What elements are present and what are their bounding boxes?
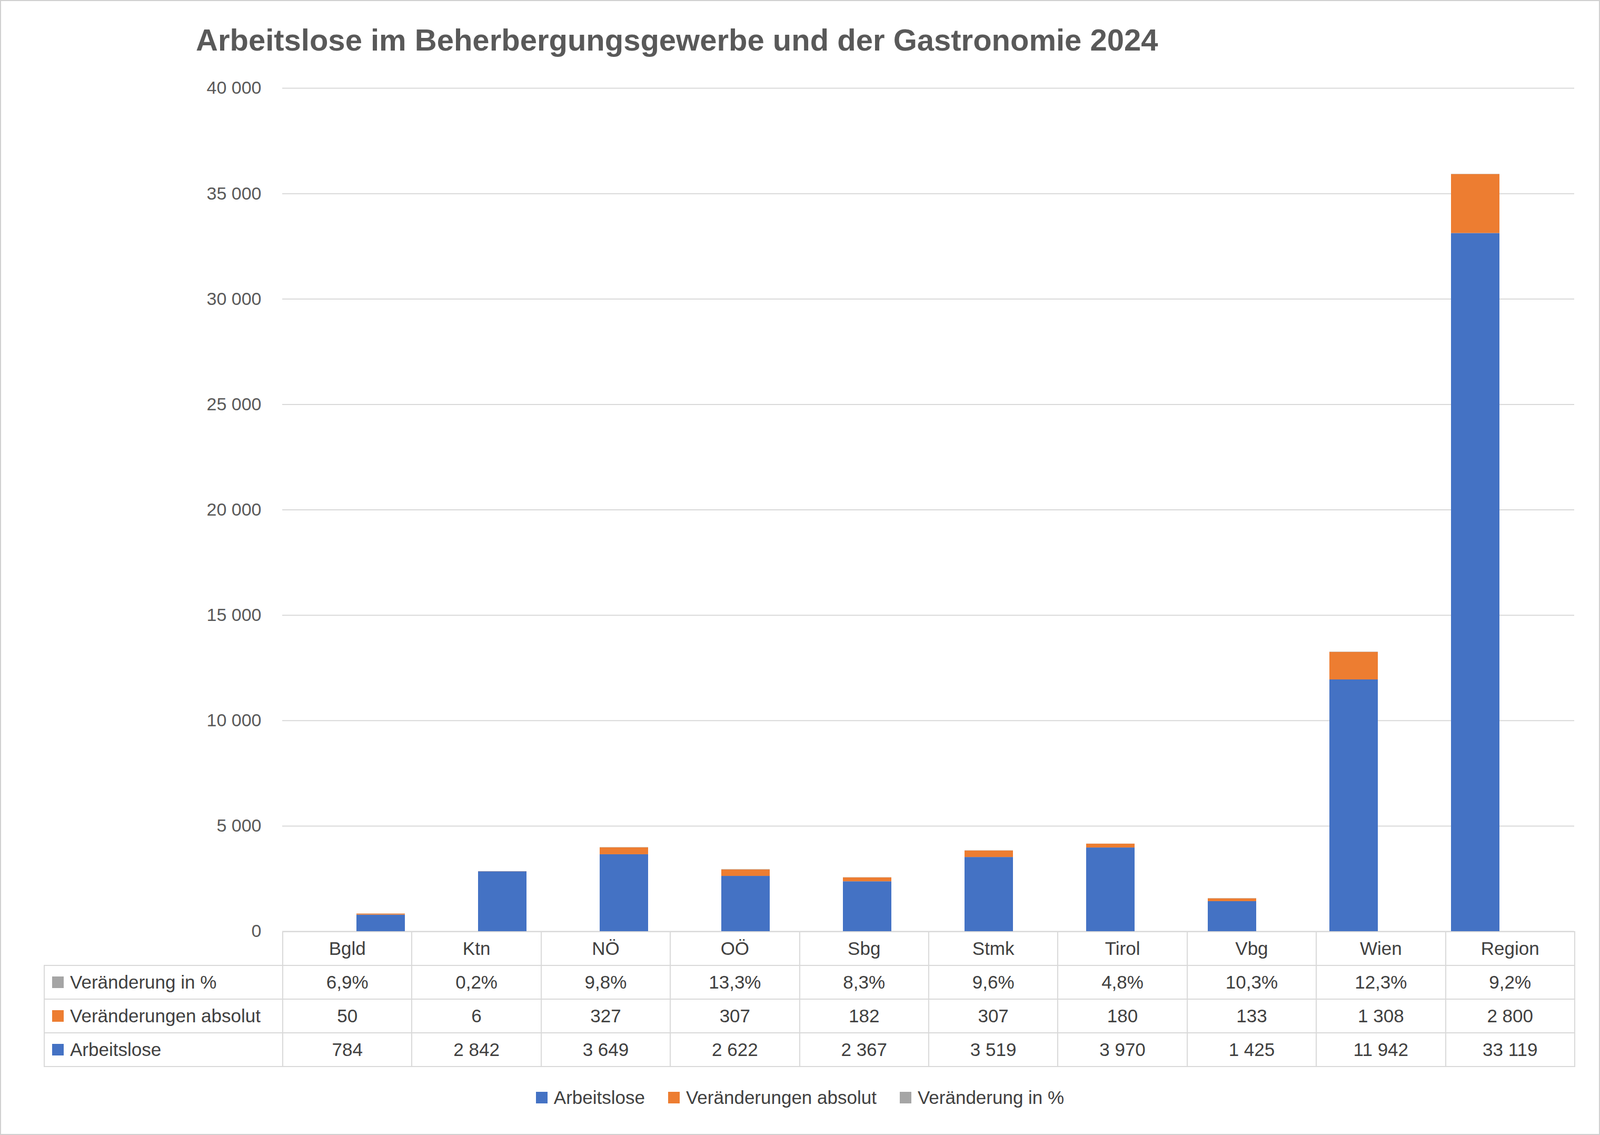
html-text:NÖ: NÖ [591, 937, 620, 959]
svg-text:35 000: 35 000 [206, 183, 262, 204]
html-text:182: 182 [848, 1005, 880, 1026]
html-text:Veränderungen absolut: Veränderungen absolut [686, 1086, 877, 1108]
svg-text:15 000: 15 000 [206, 604, 262, 625]
html-text:1 425: 1 425 [1228, 1038, 1275, 1060]
html-text:10,3%: 10,3% [1225, 971, 1278, 992]
html-text:Sbg: Sbg [847, 937, 881, 959]
html-text:Vbg: Vbg [1235, 937, 1269, 959]
html-text:9,2%: 9,2% [1489, 971, 1532, 992]
svg-text:25 000: 25 000 [206, 393, 262, 414]
html-text:327: 327 [590, 1005, 622, 1026]
html-text:Arbeitslose: Arbeitslose [70, 1038, 162, 1060]
html-text:Region: Region [1480, 937, 1540, 959]
html-text:OÖ: OÖ [720, 937, 750, 959]
svg-text:10 000: 10 000 [206, 709, 262, 730]
html-text:1 308: 1 308 [1357, 1005, 1404, 1026]
html-text:Wien: Wien [1359, 937, 1402, 959]
html-text:Tirol: Tirol [1104, 937, 1141, 959]
html-text:Veränderung in %: Veränderung in % [917, 1086, 1065, 1108]
html-text:0,2%: 0,2% [455, 971, 498, 992]
html-text:3 519: 3 519 [970, 1038, 1017, 1060]
html-text:180: 180 [1107, 1005, 1138, 1026]
html-text:8,3%: 8,3% [843, 971, 886, 992]
html-text:2 367: 2 367 [841, 1038, 888, 1060]
html-text:3 649: 3 649 [582, 1038, 629, 1060]
svg-text:0: 0 [251, 920, 262, 941]
html-text:13,3%: 13,3% [708, 971, 762, 992]
html-text:307: 307 [719, 1005, 751, 1026]
html-text:12,3%: 12,3% [1354, 971, 1407, 992]
svg-text:40 000: 40 000 [206, 77, 262, 98]
svg-text:20 000: 20 000 [206, 499, 262, 520]
html-text:4,8%: 4,8% [1101, 971, 1144, 992]
html-text:Arbeitslose: Arbeitslose [553, 1086, 645, 1108]
html-text:307: 307 [977, 1005, 1009, 1026]
svg-text:30 000: 30 000 [206, 288, 262, 309]
html-text:Stmk: Stmk [972, 937, 1015, 959]
html-text:9,6%: 9,6% [972, 971, 1015, 992]
html-text:3 970: 3 970 [1099, 1038, 1146, 1060]
html-text:33 119: 33 119 [1482, 1038, 1538, 1060]
html-text:Arbeitslose im Beherbergungsge: Arbeitslose im Beherbergungsgewerbe und … [195, 22, 1159, 57]
html-text:Veränderungen absolut: Veränderungen absolut [70, 1005, 261, 1026]
html-text:133: 133 [1236, 1005, 1268, 1026]
html-text:784: 784 [331, 1038, 363, 1060]
html-text:Bgld: Bgld [328, 937, 366, 959]
html-text:6,9%: 6,9% [326, 971, 369, 992]
html-text:Veränderung in %: Veränderung in % [70, 971, 217, 992]
html-text:2 800: 2 800 [1487, 1005, 1534, 1026]
html-text:11 942: 11 942 [1353, 1038, 1409, 1060]
svg-text:5 000: 5 000 [216, 815, 262, 836]
html-text:2 842: 2 842 [453, 1038, 500, 1060]
html-text:9,8%: 9,8% [584, 971, 627, 992]
html-text:50: 50 [337, 1005, 358, 1026]
html-text:6: 6 [471, 1005, 482, 1026]
html-text:2 622: 2 622 [711, 1038, 758, 1060]
html-text:Ktn: Ktn [462, 937, 491, 959]
